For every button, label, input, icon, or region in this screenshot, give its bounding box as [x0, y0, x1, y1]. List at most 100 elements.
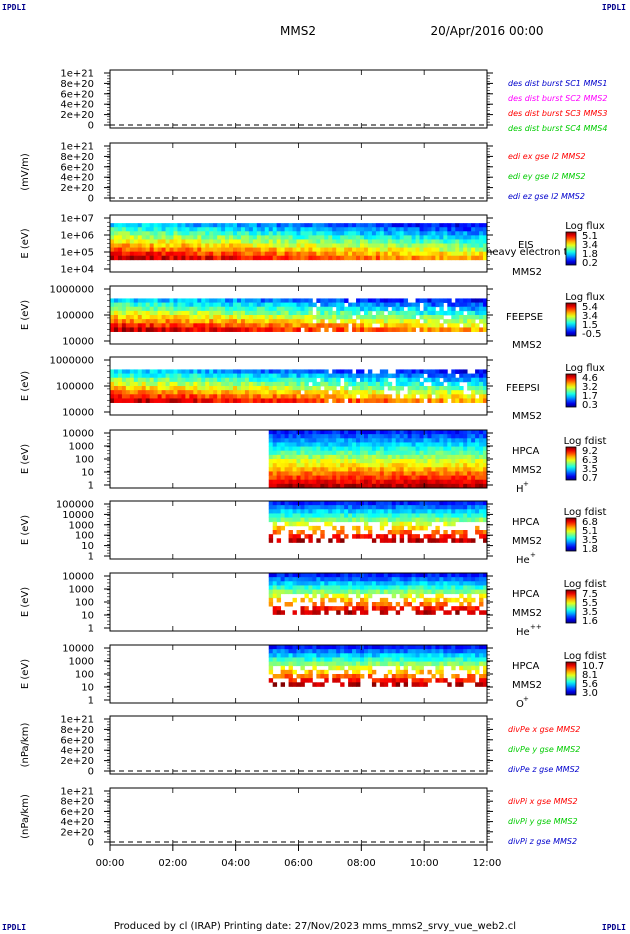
- colorbar-tick-label: 7.5: [582, 589, 598, 600]
- y-tick-label: 1: [88, 552, 94, 563]
- spectrogram-hpca_o: [268, 645, 488, 687]
- y-tick-label: 10000: [62, 572, 94, 583]
- spacecraft-label: MMS2: [512, 465, 542, 476]
- y-tick-label: 4e+20: [60, 817, 94, 828]
- colorbar: [565, 302, 577, 337]
- legend-entry: divPe y gse MMS2: [508, 745, 580, 754]
- y-axis-label: (nPa/km): [20, 723, 31, 768]
- y-tick-label: 10000: [62, 408, 94, 419]
- colorbar-tick-label: 3.4: [582, 311, 598, 322]
- y-axis-label: (mV/m): [20, 153, 31, 191]
- y-tick-label: 1000: [69, 657, 94, 668]
- colorbar-tick-label: 3.5: [582, 464, 598, 475]
- corner-label: IPDLI: [601, 923, 626, 932]
- legend-entry: edi ey gse l2 MMS2: [508, 172, 586, 181]
- panel-feepsi: 1000000 100000 10000 E (eV) FEEPSI MMS2 Log fl…: [20, 356, 605, 423]
- y-tick-label: 10000: [62, 644, 94, 655]
- corner-label: IPDLI: [2, 923, 27, 932]
- instrument-label: heavy electron to: [486, 247, 574, 258]
- species-charge: +: [530, 551, 536, 559]
- y-tick-label: 100: [75, 670, 94, 681]
- legend-entry: divPi y gse MMS2: [508, 817, 578, 826]
- y-tick-label: 1e+21: [60, 715, 94, 726]
- species-label: H: [516, 484, 524, 495]
- y-tick-label: 1e+21: [60, 69, 94, 80]
- y-tick-label: 6e+20: [60, 89, 94, 100]
- colorbar-tick-label: 3.2: [582, 382, 598, 393]
- colorbar-tick-label: 5.1: [582, 526, 598, 537]
- y-tick-label: 2e+20: [60, 183, 94, 194]
- y-tick-label: 1e+05: [60, 248, 94, 259]
- spectrogram-hpca_h: [268, 430, 488, 489]
- y-tick-label: 1e+04: [60, 265, 94, 276]
- y-tick-label: 100: [75, 598, 94, 609]
- species-label: He: [516, 555, 530, 566]
- y-tick-label: 6e+20: [60, 735, 94, 746]
- species-charge: +: [523, 480, 529, 488]
- y-tick-label: 8e+20: [60, 797, 94, 808]
- plot-date: 20/Apr/2016 00:00: [430, 24, 543, 38]
- colorbar: [565, 589, 577, 624]
- y-tick-label: 10: [81, 541, 94, 552]
- colorbar-tick-label: 5.4: [582, 302, 598, 313]
- x-tick-label: 06:00: [284, 858, 313, 869]
- y-tick-label: 4e+20: [60, 100, 94, 111]
- y-tick-label: 2e+20: [60, 110, 94, 121]
- colorbar-title: Log flux: [565, 292, 605, 303]
- y-axis-label: E (eV): [20, 515, 31, 545]
- panel-hpca_o: 10000 1000 100 10 1 E (eV) HPCA MMS2 O + Log fdist…: [20, 644, 606, 711]
- panel-feepse: 1000000 100000 10000 E (eV) FEEPSE MMS2 Log fl…: [20, 285, 605, 352]
- spacecraft-label: MMS2: [512, 340, 542, 351]
- colorbar-tick-label: 1.6: [582, 616, 598, 627]
- instrument-label: HPCA: [512, 589, 540, 600]
- panel-hpca_hepp: 10000 1000 100 10 1 E (eV) HPCA MMS2 He ++ Log fdi…: [20, 572, 606, 639]
- y-tick-label: 6e+20: [60, 807, 94, 818]
- spacecraft-label: MMS2: [512, 267, 542, 278]
- legend-entry: des dist burst SC1 MMS1: [508, 79, 607, 88]
- colorbar-tick-label: 5.5: [582, 598, 598, 609]
- legend-entry: edi ez gse l2 MMS2: [508, 192, 585, 201]
- y-tick-label: 0: [88, 194, 94, 205]
- spectrogram-eis: [110, 223, 488, 261]
- x-tick-label: 00:00: [96, 858, 125, 869]
- spectrogram-hpca_hepp: [268, 573, 488, 615]
- colorbar-tick-label: 5.6: [582, 679, 598, 690]
- y-tick-label: 1000: [69, 520, 94, 531]
- colorbar-tick-label: 0.7: [582, 473, 598, 484]
- colorbar: [565, 661, 577, 696]
- y-tick-label: 2e+20: [60, 756, 94, 767]
- y-tick-label: 1000: [69, 442, 94, 453]
- y-tick-label: 8e+20: [60, 725, 94, 736]
- legend-entry: edi ex gse l2 MMS2: [508, 152, 586, 161]
- colorbar: [565, 231, 577, 266]
- y-tick-label: 10000: [62, 510, 94, 521]
- colorbar: [565, 373, 577, 408]
- instrument-label: HPCA: [512, 517, 540, 528]
- instrument-label: FEEPSI: [506, 383, 540, 394]
- colorbar-tick-label: 3.0: [582, 688, 598, 699]
- spacecraft-label: MMS2: [512, 680, 542, 691]
- plot-title: MMS2: [280, 24, 316, 38]
- x-tick-label: 12:00: [473, 858, 502, 869]
- colorbar-tick-label: 6.3: [582, 455, 598, 466]
- y-tick-label: 2e+20: [60, 827, 94, 838]
- colorbar-tick-label: -0.5: [582, 329, 602, 340]
- species-label: O: [516, 699, 524, 710]
- y-axis-label: (nPa/km): [20, 794, 31, 839]
- colorbar-title: Log fdist: [564, 651, 607, 662]
- legend-entry: des dist burst SC2 MMS2: [508, 94, 607, 103]
- colorbar-tick-label: 1.8: [582, 544, 598, 555]
- colorbar-title: Log fdist: [564, 579, 607, 590]
- y-tick-label: 1000000: [49, 356, 94, 367]
- spectrogram-feepse: [110, 298, 488, 332]
- y-tick-label: 1000000: [49, 285, 94, 296]
- legend-entry: divPi x gse MMS2: [508, 797, 578, 806]
- colorbar-tick-label: 3.5: [582, 535, 598, 546]
- instrument-label: EIS: [518, 240, 534, 251]
- panel-frame: [109, 715, 488, 775]
- spectrogram-feepsi: [110, 369, 488, 403]
